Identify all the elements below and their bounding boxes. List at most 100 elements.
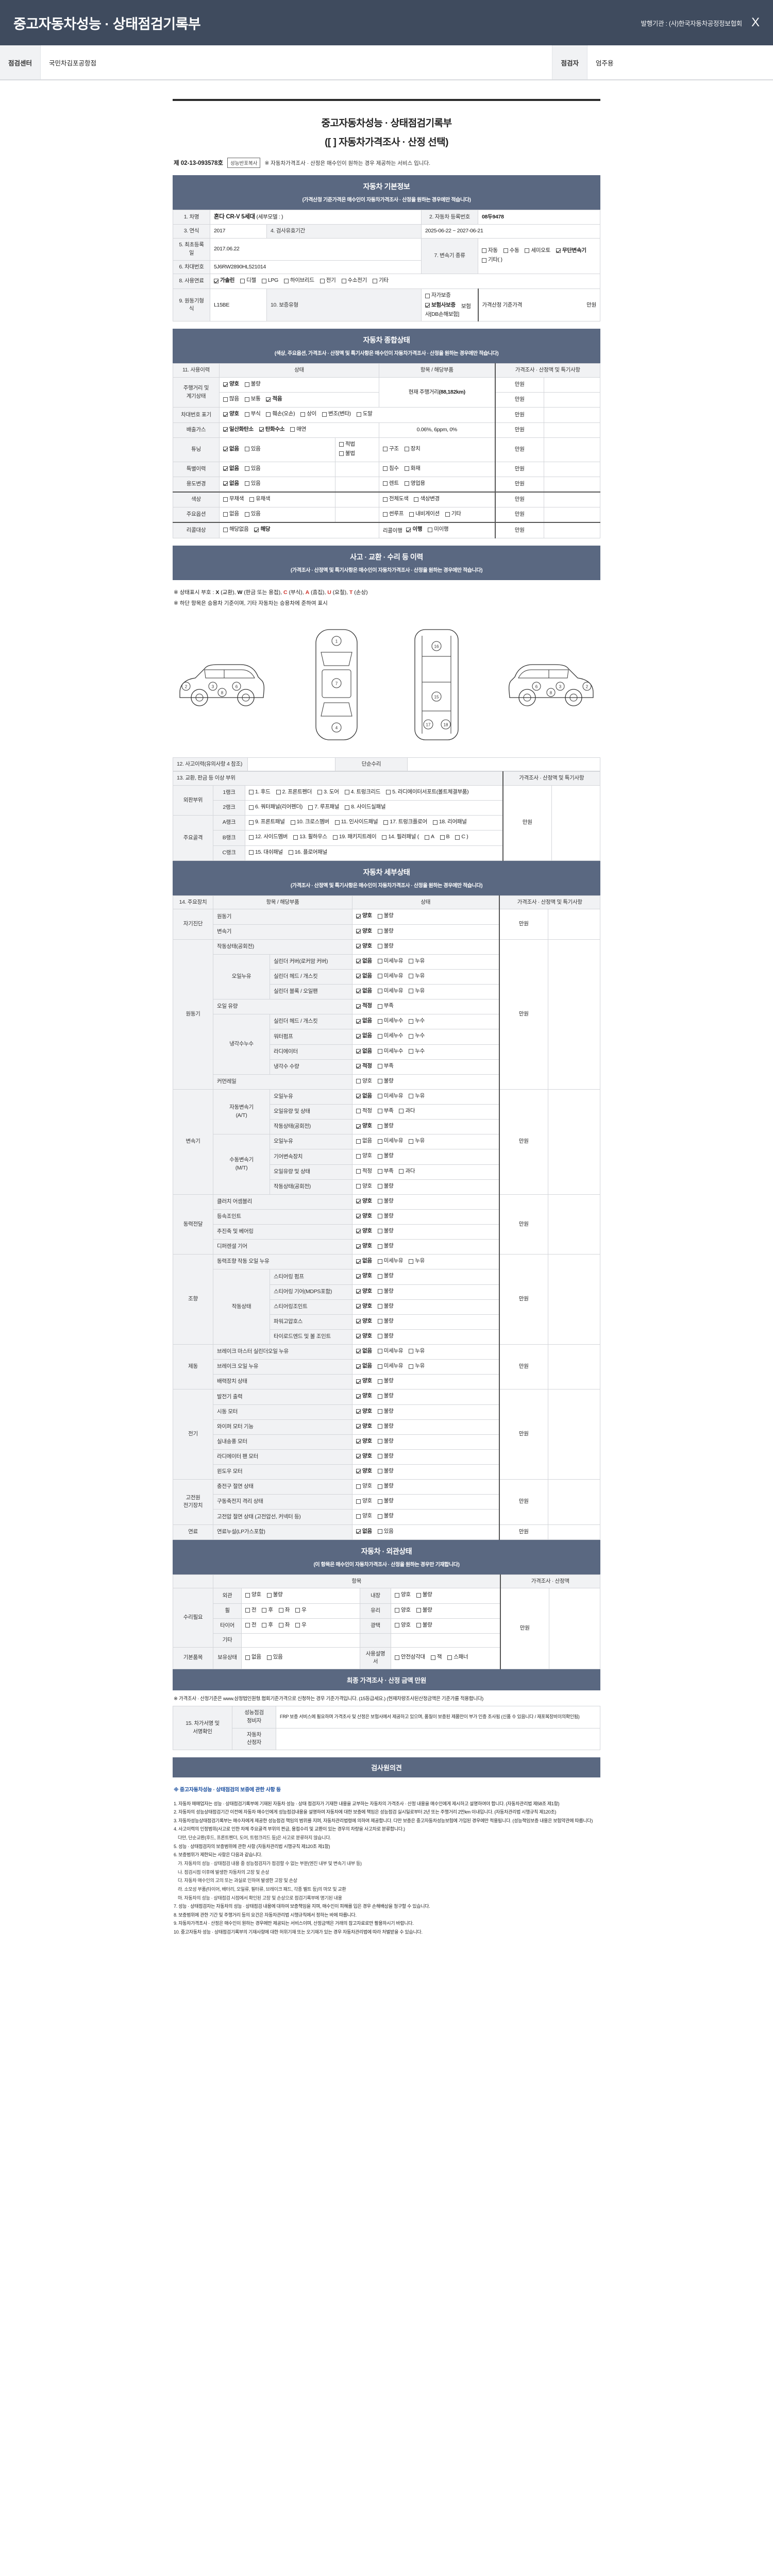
ext2-불량[interactable]: 불량 [416, 1621, 432, 1630]
state-있음[interactable]: 있음 [377, 1528, 394, 1536]
state-누유[interactable]: 누유 [409, 987, 425, 995]
state-누유[interactable]: 누유 [409, 1362, 425, 1370]
state-미세누유[interactable]: 미세누유 [377, 1362, 404, 1370]
warranty-option-보험사보증[interactable]: 보험사보증 [425, 301, 456, 310]
state-양호[interactable]: 양호 [356, 1272, 372, 1280]
state-누수[interactable]: 누수 [409, 1032, 425, 1040]
state-있음[interactable]: 있음 [244, 445, 261, 453]
part-1. 후드[interactable]: 1. 후드 [249, 788, 271, 796]
state-미세누수[interactable]: 미세누수 [377, 1047, 404, 1056]
state-있음[interactable]: 있음 [244, 510, 261, 518]
vin-state-부식[interactable]: 부식 [244, 410, 261, 418]
state-누수[interactable]: 누수 [409, 1047, 425, 1056]
item-장치[interactable]: 장치 [404, 445, 421, 453]
state-양호[interactable]: 양호 [356, 1332, 372, 1341]
ext-후[interactable]: 후 [262, 1621, 273, 1630]
state-불량[interactable]: 불량 [377, 1437, 394, 1446]
state-불량[interactable]: 불량 [377, 1408, 394, 1416]
state-부족[interactable]: 부족 [377, 1002, 394, 1010]
state-양호[interactable]: 양호 [356, 1452, 372, 1461]
state-불량[interactable]: 불량 [377, 1182, 394, 1191]
state-미세누유[interactable]: 미세누유 [377, 1347, 404, 1355]
state-불량[interactable]: 불량 [377, 1077, 394, 1086]
state-미세누유[interactable]: 미세누유 [377, 1257, 404, 1265]
state-없음[interactable]: 없음 [356, 1092, 372, 1100]
ext-없음[interactable]: 없음 [245, 1653, 261, 1662]
emission-state-탄화수소[interactable]: 탄화수소 [259, 426, 285, 434]
state-양호[interactable]: 양호 [356, 1482, 372, 1490]
fuel-option-전기[interactable]: 전기 [320, 277, 336, 285]
state-양호[interactable]: 양호 [356, 1408, 372, 1416]
part-7. 루프패널[interactable]: 7. 루프패널 [308, 803, 340, 811]
state-불량[interactable]: 불량 [377, 1302, 394, 1311]
state-무채색[interactable]: 무채색 [223, 495, 244, 503]
vin-state-상이[interactable]: 상이 [300, 410, 316, 418]
state-유채색[interactable]: 유채색 [249, 495, 270, 503]
state-양호[interactable]: 양호 [356, 1212, 372, 1221]
vin-state-훼손(오손)[interactable]: 훼손(오손) [266, 410, 295, 418]
recall-exec-이행[interactable]: 이행 [406, 526, 422, 534]
state-불량[interactable]: 불량 [377, 1272, 394, 1280]
state-있음[interactable]: 있음 [244, 480, 261, 488]
state-부족[interactable]: 부족 [377, 1062, 394, 1071]
ext-우[interactable]: 우 [295, 1621, 307, 1630]
state-양호[interactable]: 양호 [356, 1287, 372, 1296]
ext2-양호[interactable]: 양호 [395, 1591, 411, 1599]
mileage-level-많음[interactable]: 많음 [223, 395, 239, 403]
part-14. 필러패널 ([interactable]: 14. 필러패널 ( [382, 833, 419, 841]
part-C )[interactable]: C ) [455, 833, 468, 841]
state-불량[interactable]: 불량 [377, 1317, 394, 1326]
state-누유[interactable]: 누유 [409, 1347, 425, 1355]
state-양호[interactable]: 양호 [356, 1392, 372, 1400]
ext2-안전삼각대[interactable]: 안전삼각대 [395, 1653, 425, 1662]
state-부족[interactable]: 부족 [377, 1107, 394, 1115]
fuel-option-하이브리드[interactable]: 하이브리드 [283, 277, 314, 285]
state-불량[interactable]: 불량 [377, 1242, 394, 1250]
state-불량[interactable]: 불량 [377, 1332, 394, 1341]
fuel-option-LPG[interactable]: LPG [261, 277, 278, 285]
state-양호[interactable]: 양호 [356, 1152, 372, 1160]
state-미세누수[interactable]: 미세누수 [377, 1017, 404, 1025]
state-불량[interactable]: 불량 [377, 1227, 394, 1235]
part-12. 사이드멤버[interactable]: 12. 사이드멤버 [249, 833, 288, 841]
state-양호[interactable]: 양호 [356, 1197, 372, 1206]
state-불량[interactable]: 불량 [377, 1212, 394, 1221]
part-B[interactable]: B [440, 833, 450, 841]
state-미세누유[interactable]: 미세누유 [377, 972, 404, 980]
item-썬루프[interactable]: 썬루프 [383, 510, 404, 518]
state-불량[interactable]: 불량 [377, 1467, 394, 1476]
part-18. 리어패널[interactable]: 18. 리어패널 [432, 818, 467, 826]
state-적정[interactable]: 적정 [356, 1107, 372, 1115]
item-렌트[interactable]: 렌트 [383, 480, 399, 488]
part-11. 인사이드패널[interactable]: 11. 인사이드패널 [334, 818, 378, 826]
item-색상변경[interactable]: 색상변경 [414, 495, 440, 503]
transmission-option-세미오토[interactable]: 세미오토 [525, 247, 550, 255]
ext2-양호[interactable]: 양호 [395, 1606, 411, 1615]
state-불량[interactable]: 불량 [377, 1392, 394, 1400]
state-양호[interactable]: 양호 [356, 1422, 372, 1431]
recall-exec-미이행[interactable]: 미이행 [428, 526, 449, 534]
ext-전[interactable]: 전 [245, 1621, 257, 1630]
recall-해당없음[interactable]: 해당없음 [223, 526, 249, 534]
ext2-잭[interactable]: 잭 [430, 1653, 442, 1662]
state-양호[interactable]: 양호 [356, 1122, 372, 1130]
emission-state-일산화탄소[interactable]: 일산화탄소 [223, 426, 254, 434]
close-icon[interactable]: X [751, 15, 760, 29]
fuel-option-디젤[interactable]: 디젤 [240, 277, 256, 285]
state-미세누유[interactable]: 미세누유 [377, 957, 404, 965]
ext-전[interactable]: 전 [245, 1606, 257, 1615]
part-A[interactable]: A [424, 833, 434, 841]
mileage-state-불량[interactable]: 불량 [244, 380, 261, 388]
state2-적법[interactable]: 적법 [339, 440, 355, 449]
state-미세누유[interactable]: 미세누유 [377, 1137, 404, 1145]
state-누유[interactable]: 누유 [409, 972, 425, 980]
transmission-option-무단변속기[interactable]: 무단변속기 [556, 247, 586, 255]
part-16. 플로어패널[interactable]: 16. 플로어패널 [288, 849, 327, 857]
state-적정[interactable]: 적정 [356, 1062, 372, 1071]
ext-후[interactable]: 후 [262, 1606, 273, 1615]
fuel-option-기타[interactable]: 기타 [372, 277, 389, 285]
state-불량[interactable]: 불량 [377, 1197, 394, 1206]
state-없음[interactable]: 없음 [356, 1257, 372, 1265]
vin-state-도말[interactable]: 도말 [356, 410, 373, 418]
state-양호[interactable]: 양호 [356, 1437, 372, 1446]
